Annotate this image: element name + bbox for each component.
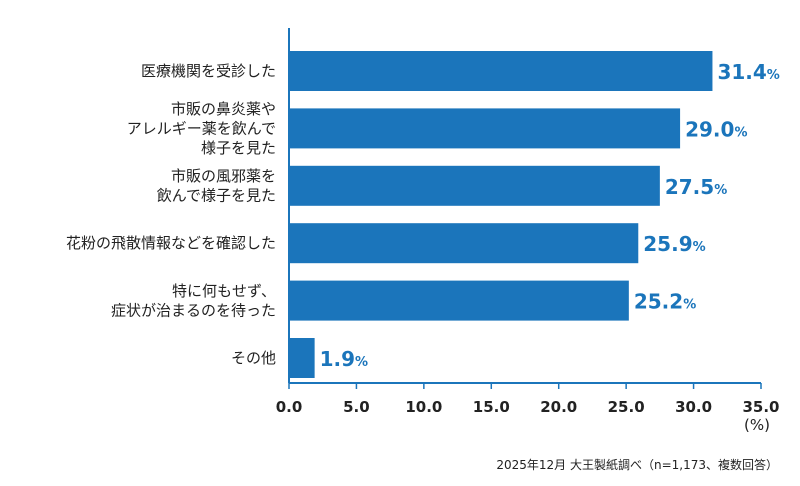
data-label: 1.9%	[320, 347, 368, 371]
x-axis-label: (%)	[744, 416, 770, 434]
x-tick-label: 20.0	[540, 398, 577, 416]
x-tick-label: 30.0	[675, 398, 712, 416]
category-label: 医療機関を受診した	[141, 62, 276, 80]
category-label: 市販の鼻炎薬や	[171, 100, 276, 118]
data-label: 29.0%	[685, 117, 747, 141]
category-label: アレルギー薬を飲んで	[127, 119, 276, 137]
x-tick-label: 25.0	[608, 398, 645, 416]
category-label: その他	[231, 349, 276, 367]
x-tick-label: 0.0	[276, 398, 303, 416]
category-label: 飲んで様子を見た	[157, 187, 276, 205]
data-label: 25.9%	[643, 232, 705, 256]
source-note: 2025年12月 大王製紙調べ（n=1,173、複数回答）	[496, 458, 778, 472]
x-tick-label: 35.0	[742, 398, 779, 416]
data-label: 27.5%	[665, 175, 727, 199]
data-label: 31.4%	[717, 60, 779, 84]
category-label: 市販の風邪薬を	[171, 167, 276, 185]
bar	[289, 223, 639, 264]
category-label: 様子を見た	[201, 139, 276, 157]
category-label: 症状が治まるのを待った	[111, 301, 276, 319]
x-tick-label: 15.0	[473, 398, 510, 416]
category-label: 特に何もせず、	[172, 282, 276, 300]
bar	[289, 165, 660, 206]
x-tick-label: 5.0	[343, 398, 370, 416]
bar	[289, 280, 629, 321]
data-label: 25.2%	[634, 290, 696, 314]
bar	[289, 108, 681, 149]
bar	[289, 338, 315, 378]
x-tick-label: 10.0	[405, 398, 442, 416]
category-label: 花粉の飛散情報などを確認した	[66, 234, 276, 252]
bar	[289, 51, 713, 91]
